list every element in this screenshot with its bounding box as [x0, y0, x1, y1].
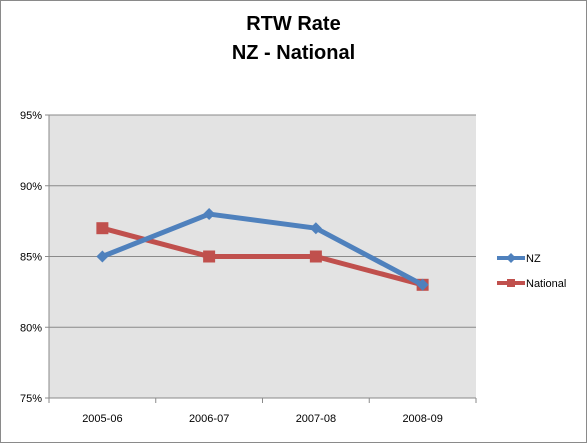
data-point-nz: [416, 278, 429, 291]
legend-marker: [506, 253, 516, 263]
x-tick-label: 2005-06: [82, 413, 122, 425]
legend-item-nz: NZ: [497, 253, 541, 265]
y-tick-label: 80%: [20, 322, 42, 334]
data-point-national: [203, 250, 216, 263]
x-tick-label: 2008-09: [402, 413, 442, 425]
legend-item-national: National: [497, 278, 566, 290]
y-tick-label: 75%: [20, 393, 42, 405]
legend-label: NZ: [526, 253, 541, 265]
legend-label: National: [526, 278, 566, 290]
series-layer: [96, 208, 429, 291]
chart-title: RTW Rate NZ - National: [0, 10, 587, 68]
chart-title-line-2: NZ - National: [231, 42, 356, 64]
data-point-nz: [309, 222, 322, 235]
y-tick-label: 85%: [20, 252, 42, 264]
y-tick-label: 90%: [20, 181, 42, 193]
data-point-nz: [96, 250, 109, 263]
data-point-national: [309, 250, 322, 263]
series-nz: [96, 208, 429, 291]
x-tick-label: 2006-07: [189, 413, 229, 425]
x-tick-label: 2007-08: [296, 413, 336, 425]
series-line-nz: [99, 211, 426, 288]
series-national: [96, 222, 429, 291]
data-point-national: [96, 222, 109, 235]
legend: NZ National: [497, 253, 566, 290]
data-point-nz: [203, 208, 216, 221]
axis-ticks: 75% 80% 85% 90% 95% 2005-06 2006-07 2007-08 2008…: [20, 110, 477, 425]
legend-marker: [507, 279, 515, 287]
y-tick-label: 95%: [20, 110, 42, 122]
chart-title-line-1: RTW Rate: [246, 13, 341, 35]
series-line-national: [99, 225, 426, 288]
